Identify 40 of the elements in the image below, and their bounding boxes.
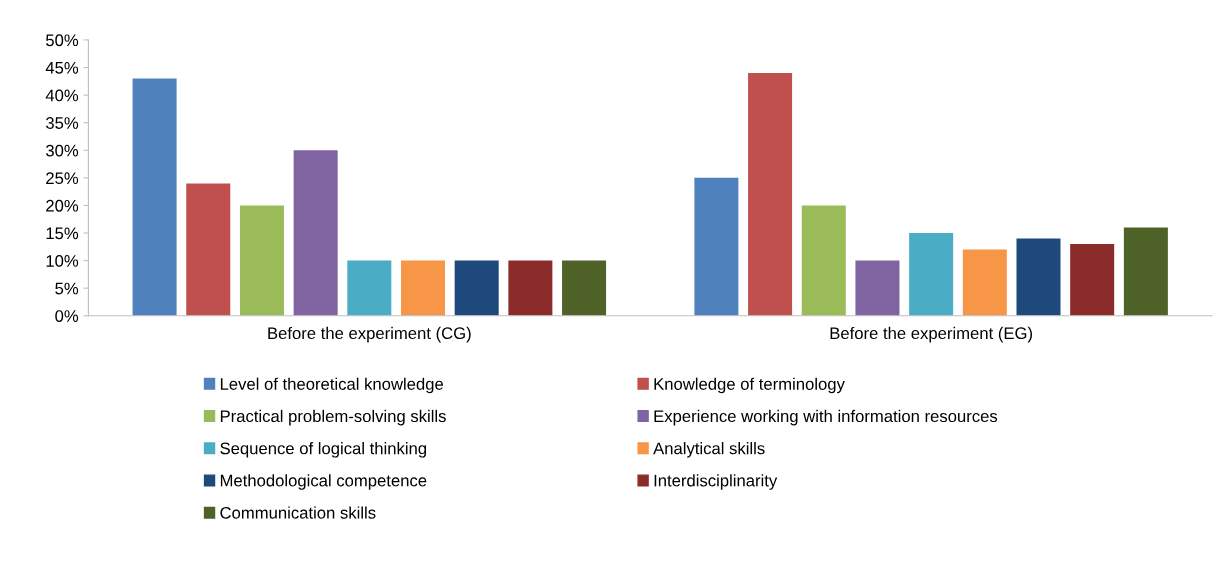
y-tick-label: 10%: [46, 255, 79, 267]
bar: [962, 249, 1007, 316]
bar: [748, 73, 793, 316]
y-tick-label: 50%: [46, 34, 79, 47]
y-tick-label: 40%: [45, 89, 79, 102]
legend-label: Interdisciplinarity: [654, 474, 778, 490]
legend-label: Level of theoretical knowledge: [220, 377, 444, 394]
bar: [186, 183, 231, 316]
y-tick-label: 45%: [45, 62, 79, 74]
bar: [1070, 244, 1115, 316]
bar: [400, 260, 446, 316]
bar: [293, 150, 338, 316]
bar: [132, 78, 177, 316]
bar: [909, 233, 954, 316]
legend-label: Knowledge of terminology: [654, 377, 845, 394]
bar: [694, 177, 739, 316]
y-tick-label: 30%: [45, 144, 79, 157]
x-tick-label: Before the experiment (EG): [830, 326, 1032, 343]
legend-label: Communication skills: [220, 506, 376, 519]
bar: [239, 205, 284, 316]
y-tick-label: 25%: [46, 172, 79, 185]
bar: [454, 260, 499, 316]
bar: [1123, 227, 1168, 316]
legend-label: Sequence of logical thinking: [220, 442, 427, 458]
legend-label: Experience working with information resources: [654, 409, 998, 426]
y-tick-label: 5%: [55, 282, 79, 295]
legend-label: Methodological competence: [220, 474, 427, 490]
y-tick-label: 0%: [55, 310, 79, 322]
bar: [347, 260, 392, 316]
bar: [562, 260, 607, 316]
y-tick-label: 20%: [46, 199, 79, 212]
x-tick-label: Before the experiment (CG): [268, 326, 471, 343]
legend-label: Analytical skills: [653, 442, 765, 458]
y-tick-label: 15%: [46, 227, 79, 240]
bar: [801, 205, 846, 316]
bar: [508, 260, 553, 316]
y-tick-label: 35%: [45, 117, 79, 129]
legend-label: Practical problem-solving skills: [220, 409, 446, 426]
bar: [1016, 238, 1061, 316]
bar: [855, 260, 900, 316]
